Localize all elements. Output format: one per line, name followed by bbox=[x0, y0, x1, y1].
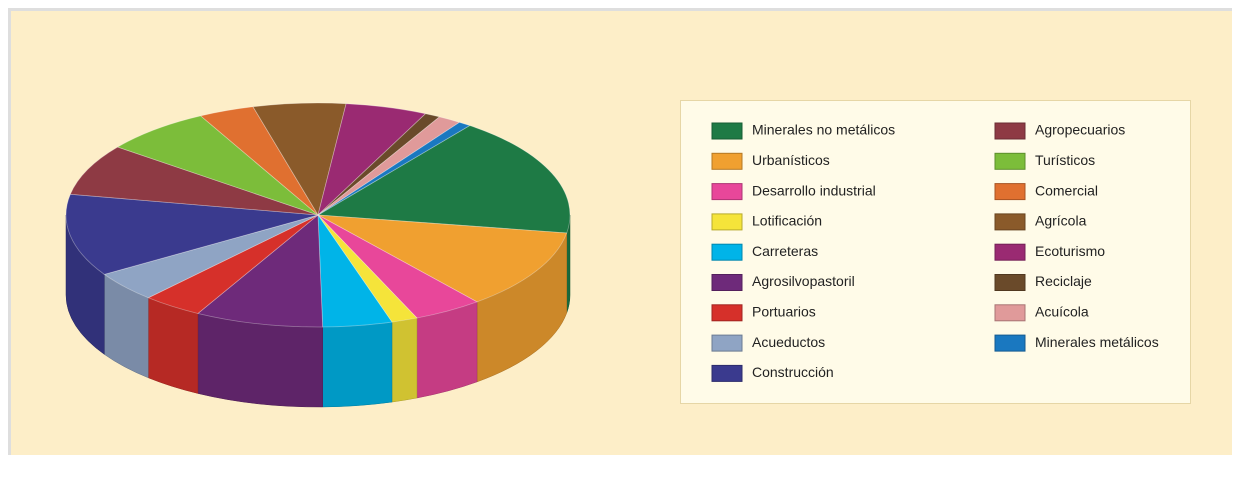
legend-swatch bbox=[994, 213, 1026, 231]
legend-swatch bbox=[994, 304, 1026, 322]
legend-swatch bbox=[994, 243, 1026, 261]
slice-side bbox=[391, 317, 418, 403]
legend-label: Comercial bbox=[1035, 182, 1098, 198]
legend-swatch bbox=[711, 274, 743, 291]
slice-top bbox=[252, 102, 347, 217]
panel-top-border bbox=[8, 8, 1232, 11]
legend-swatch bbox=[711, 152, 743, 170]
slice-top bbox=[116, 115, 319, 216]
legend-label: Ecoturismo bbox=[1035, 243, 1105, 259]
legend-label: Desarrollo industrial bbox=[752, 182, 876, 198]
slice-top bbox=[317, 213, 393, 328]
slice-top bbox=[317, 214, 418, 323]
legend-swatch bbox=[711, 213, 743, 231]
legend-box bbox=[680, 100, 1191, 404]
legend-label: Portuarios bbox=[752, 304, 816, 320]
slice-top bbox=[317, 103, 427, 217]
legend-label: Agrosilvopastoril bbox=[752, 273, 855, 289]
legend-swatch bbox=[711, 334, 743, 352]
legend-swatch bbox=[711, 183, 743, 201]
legend-swatch bbox=[994, 183, 1026, 201]
legend-swatch bbox=[711, 243, 743, 261]
slice-side bbox=[148, 297, 199, 394]
legend-label: Acuícola bbox=[1035, 304, 1089, 320]
legend-label: Reciclaje bbox=[1035, 273, 1092, 289]
slice-top bbox=[69, 146, 319, 216]
legend-swatch bbox=[994, 122, 1026, 140]
legend-label: Agrícola bbox=[1035, 213, 1087, 229]
legend-label: Acueductos bbox=[752, 334, 825, 350]
slice-top bbox=[317, 116, 461, 216]
legend-label: Agropecuarios bbox=[1035, 122, 1125, 138]
legend-swatch bbox=[994, 334, 1026, 352]
legend-label: Urbanísticos bbox=[752, 152, 830, 168]
slice-top bbox=[147, 214, 319, 314]
legend-label: Carreteras bbox=[752, 243, 818, 259]
legend-swatch bbox=[711, 304, 743, 322]
panel-left-border bbox=[8, 8, 11, 455]
slice-side bbox=[197, 313, 323, 408]
slice-side bbox=[322, 321, 393, 408]
legend-swatch bbox=[994, 274, 1026, 291]
slice-top bbox=[199, 106, 319, 216]
slice-top bbox=[65, 193, 319, 275]
slice-top bbox=[317, 214, 568, 303]
legend-swatch bbox=[711, 364, 743, 382]
legend-swatch bbox=[711, 122, 743, 140]
slice-top bbox=[317, 121, 471, 216]
legend-label: Turísticos bbox=[1035, 152, 1095, 168]
slice-top bbox=[316, 125, 571, 234]
slice-top bbox=[103, 214, 319, 299]
legend-swatch bbox=[994, 152, 1026, 170]
legend-label: Lotificación bbox=[752, 213, 822, 229]
slice-top bbox=[197, 214, 324, 328]
legend-label: Construcción bbox=[752, 364, 834, 380]
slice-top bbox=[317, 214, 478, 319]
slice-top bbox=[317, 113, 441, 216]
legend-label: Minerales no metálicos bbox=[752, 122, 895, 138]
legend-label: Minerales metálicos bbox=[1035, 334, 1159, 350]
